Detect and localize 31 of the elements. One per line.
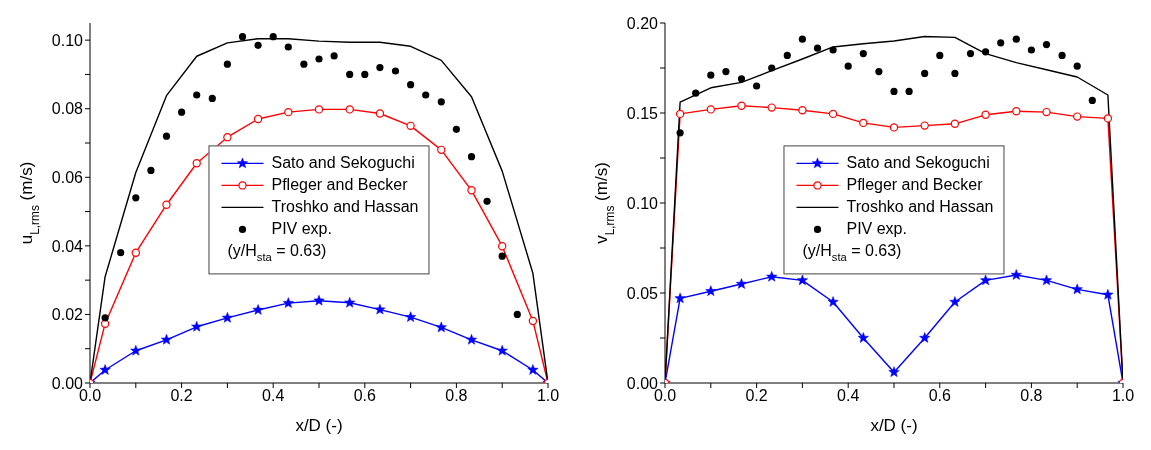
legend-label: Pfleger and Becker	[846, 175, 983, 196]
y-tick-label: 0.10	[51, 31, 84, 49]
y-tick-label: 0.15	[626, 104, 659, 122]
x-tick-label: 0.8	[445, 387, 468, 405]
x-axis-title: x/D (-)	[870, 416, 918, 435]
x-tick-label: 1.0	[536, 387, 560, 405]
y-tick-label: 0.02	[51, 306, 84, 324]
legend-label: Pfleger and Becker	[271, 175, 408, 196]
x-tick-label: 0.6	[928, 387, 952, 405]
legend-label: Troshko and Hassan	[271, 197, 419, 218]
legend-label: Sato and Sekoguchi	[846, 153, 990, 174]
x-tick-label: 0.6	[353, 387, 377, 405]
x-tick-label: 0.4	[262, 387, 285, 405]
x-tick-label: 0.2	[745, 387, 768, 405]
x-tick-label: 0.8	[1020, 387, 1043, 405]
x-tick-label: 0.2	[170, 387, 193, 405]
legend-label: PIV exp.	[271, 219, 332, 240]
legend-label: Sato and Sekoguchi	[271, 153, 415, 174]
x-tick-label: 1.0	[1111, 387, 1135, 405]
y-tick-label: 0.04	[51, 237, 84, 255]
y-tick-label: 0.06	[51, 168, 84, 186]
annotation: (y/H$_{sta}$ = 0.63)	[802, 242, 902, 263]
y-tick-label: 0.10	[626, 194, 659, 212]
x-axis-title: x/D (-)	[295, 416, 343, 435]
legend-label: Troshko and Hassan	[846, 197, 994, 218]
y-tick-label: 0.20	[626, 14, 659, 32]
annotation: (y/H$_{sta}$ = 0.63)	[227, 242, 327, 263]
y-tick-label: 0.05	[626, 284, 659, 302]
legend-label: PIV exp.	[846, 219, 907, 240]
x-tick-label: 0.4	[837, 387, 860, 405]
y-tick-label: 0.08	[51, 100, 84, 118]
